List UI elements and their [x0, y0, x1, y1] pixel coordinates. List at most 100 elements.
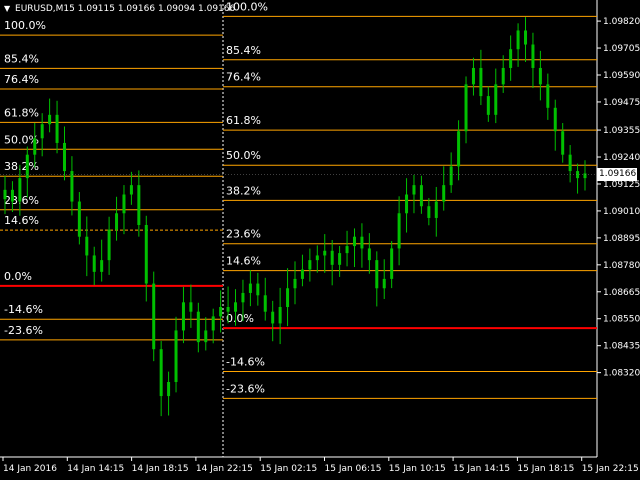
time-tick-label: 15 Jan 06:15	[325, 464, 382, 474]
candle-body	[211, 316, 215, 331]
candle-body	[449, 166, 453, 186]
candle-body	[271, 311, 275, 324]
candle-body	[204, 330, 208, 343]
candle-body	[25, 154, 29, 179]
time-tick-label: 15 Jan 10:15	[389, 464, 446, 474]
chart-header: ▼ EURUSD,M15 1.09115 1.09166 1.09094 1.0…	[4, 3, 235, 15]
price-tick-label: 1.08665	[603, 288, 640, 298]
candle-body	[219, 307, 223, 317]
time-tick-label: 14 Jan 18:15	[132, 464, 189, 474]
candle-body	[382, 278, 386, 289]
fib-right-level-label: 50.0%	[226, 149, 261, 162]
candle-body	[553, 107, 557, 132]
candle-body	[576, 171, 580, 179]
fib-left-level-label: 50.0%	[4, 133, 39, 146]
dropdown-triangle-icon[interactable]: ▼	[4, 4, 11, 13]
candle-body	[300, 269, 304, 279]
candle-body	[286, 288, 290, 308]
header-low: 1.09094	[157, 4, 196, 14]
candle-body	[115, 213, 119, 230]
candle-body	[196, 311, 200, 343]
candle-body	[397, 213, 401, 249]
candle-body	[375, 260, 379, 289]
candle-body	[509, 49, 513, 68]
price-tick-label: 1.09820	[603, 17, 640, 27]
candle-body	[338, 253, 342, 265]
time-tick-label: 15 Jan 18:15	[517, 464, 574, 474]
time-tick-label: 14 Jan 22:15	[196, 464, 253, 474]
candle-body	[144, 224, 148, 284]
candle-body	[167, 382, 171, 397]
candle-body	[464, 84, 468, 132]
candle-body	[256, 283, 260, 296]
candle-body	[100, 260, 104, 272]
fib-left-level-label: 100.0%	[4, 19, 46, 32]
candle-body	[315, 255, 319, 261]
candle-body	[263, 295, 267, 312]
fib-right-level-label: -23.6%	[226, 382, 265, 395]
candle-body	[486, 96, 490, 115]
candle-body	[92, 255, 96, 272]
candle-body	[345, 246, 349, 254]
header-close: 1.09166	[198, 4, 236, 14]
candle-body	[129, 185, 133, 195]
candle-body	[241, 292, 245, 303]
price-tick-label: 1.08895	[603, 234, 640, 244]
candle-body	[278, 307, 282, 324]
fib-left-level-label: -14.6%	[4, 303, 43, 316]
candle-body	[226, 307, 230, 312]
time-tick-label: 15 Jan 02:15	[260, 464, 317, 474]
candle-body	[501, 67, 505, 85]
price-tick-label: 1.09590	[603, 71, 640, 81]
candle-body	[3, 189, 7, 200]
candle-body	[62, 142, 66, 172]
candle-body	[405, 194, 409, 214]
candle-body	[412, 185, 416, 195]
fib-right-level-label: 61.8%	[226, 114, 261, 127]
price-tick-label: 1.08320	[603, 369, 640, 379]
candle-body	[40, 124, 44, 139]
candle-body	[427, 206, 431, 218]
candle-body	[434, 201, 438, 218]
candle-body	[531, 44, 535, 68]
candle-body	[494, 84, 498, 115]
header-high: 1.09166	[117, 4, 156, 14]
fib-left-level-label: 14.6%	[4, 214, 39, 227]
candle-body	[122, 194, 126, 214]
candle-body	[77, 201, 81, 237]
candle-body	[352, 236, 356, 247]
fib-right-level-label: 38.2%	[226, 184, 261, 197]
candle-body	[55, 114, 59, 143]
price-tick-label: 1.09125	[603, 180, 640, 190]
fib-left-level-label: 0.0%	[4, 270, 32, 283]
candle-body	[516, 30, 520, 50]
candle-body	[248, 283, 252, 293]
candle-body	[308, 260, 312, 270]
candle-body	[189, 302, 193, 312]
fib-left-level-label: 38.2%	[4, 160, 39, 173]
fib-right-level-label: 85.4%	[226, 44, 261, 57]
fib-right-level-label: 23.6%	[226, 228, 261, 241]
candle-body	[442, 185, 446, 202]
candle-body	[48, 114, 52, 125]
candle-body	[360, 236, 364, 249]
time-tick-label: 14 Jan 14:15	[67, 464, 124, 474]
candle-body	[174, 330, 178, 383]
fib-left-level-label: 23.6%	[4, 194, 39, 207]
price-tick-label: 1.08780	[603, 261, 640, 271]
candle-body	[159, 349, 163, 397]
candle-body	[390, 248, 394, 279]
candle-body	[457, 131, 461, 167]
price-tick-label: 1.09355	[603, 126, 640, 136]
candle-body	[107, 229, 111, 261]
fib-left-level-label: 76.4%	[4, 73, 39, 86]
price-tick-label: 1.09240	[603, 153, 640, 163]
candle-body	[293, 278, 297, 289]
fib-right-level-label: -14.6%	[226, 355, 265, 368]
time-tick-label: 14 Jan 2016	[3, 464, 57, 474]
candle-body	[152, 283, 156, 350]
candle-body	[323, 250, 327, 256]
candle-body	[85, 236, 89, 256]
